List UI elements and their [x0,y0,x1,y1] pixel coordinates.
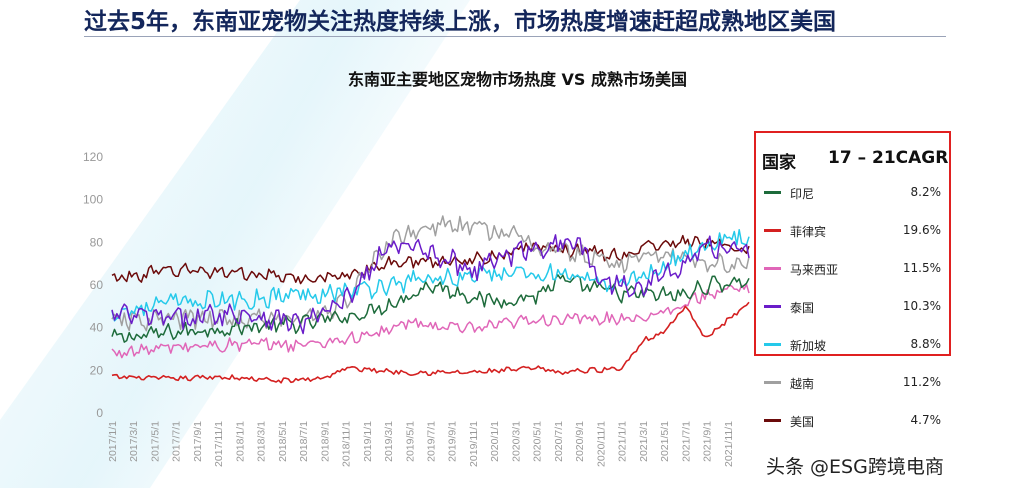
y-tick-label: 40 [90,321,104,335]
headline-divider [84,36,946,37]
legend-header: 国家 17 – 21CAGR [762,148,950,173]
x-tick-label: 2021/1/1 [617,421,629,462]
x-tick-label: 2018/11/1 [341,421,353,467]
y-tick-label: 120 [83,150,103,164]
legend-cagr-value: 19.6% [902,223,941,237]
legend-item: 印尼 8.2% [762,183,947,203]
x-tick-label: 2020/7/1 [553,421,565,462]
legend-item: 泰国 10.3% [762,297,947,317]
legend-item: 马来西亚 11.5% [762,259,947,279]
x-tick-label: 2018/3/1 [256,421,268,462]
x-tick-label: 2019/5/1 [404,421,416,462]
x-tick-label: 2019/3/1 [383,421,395,462]
page-headline: 过去5年，东南亚宠物关注热度持续上涨，市场热度增速赶超成熟地区美国 [84,9,837,35]
x-tick-label: 2017/11/1 [213,421,225,467]
x-tick-label: 2017/7/1 [171,421,183,462]
legend-label: 美国 [790,415,815,429]
y-tick-label: 0 [96,406,103,420]
x-tick-label: 2020/3/1 [510,421,522,462]
legend-cagr-value: 4.7% [910,413,942,427]
x-tick-label: 2018/5/1 [277,421,289,462]
legend-header-cagr: 17 – 21CAGR [828,148,949,168]
x-tick-label: 2017/3/1 [128,421,140,462]
x-tick-label: 2017/1/1 [107,421,119,462]
y-tick-label: 100 [83,193,103,207]
legend-label: 越南 [790,377,815,391]
legend-cagr-value: 10.3% [902,299,941,313]
legend-swatch [764,343,781,346]
y-tick-label: 80 [90,235,104,249]
x-tick-label: 2019/1/1 [362,421,374,462]
series-line [111,229,750,322]
legend-label: 新加坡 [790,339,827,353]
legend-label: 泰国 [790,301,815,315]
x-tick-label: 2018/1/1 [234,421,246,462]
legend-item: 美国 4.7% [762,411,947,431]
legend-swatch [764,229,781,232]
legend-item: 新加坡 8.8% [762,335,947,355]
series-line [111,301,750,384]
legend-label: 印尼 [790,187,815,201]
legend-cagr-value: 11.5% [902,261,941,275]
x-tick-label: 2017/5/1 [149,421,161,462]
legend-swatch [764,305,781,308]
legend-header-country: 国家 [762,153,796,173]
legend-cagr-value: 8.2% [910,185,942,199]
series-line [111,283,750,359]
legend-highlight-box [754,131,951,356]
x-tick-label: 2018/7/1 [298,421,310,462]
x-tick-label: 2019/11/1 [468,421,480,467]
legend-swatch [764,419,781,422]
legend-swatch [764,191,781,194]
legend-label: 菲律宾 [790,225,827,239]
x-tick-label: 2020/9/1 [574,421,586,462]
x-tick-label: 2020/5/1 [532,421,544,462]
legend-cagr-value: 11.2% [902,375,941,389]
legend-item: 菲律宾 19.6% [762,221,947,241]
watermark: 头条 @ESG跨境电商 [766,456,944,478]
x-tick-label: 2020/11/1 [595,421,607,467]
series-line [111,234,750,285]
y-tick-label: 60 [90,278,104,292]
x-tick-label: 2019/9/1 [447,421,459,462]
x-tick-label: 2018/9/1 [319,421,331,462]
x-tick-label: 2021/9/1 [702,421,714,462]
legend-label: 马来西亚 [790,263,839,277]
x-tick-label: 2021/3/1 [638,421,650,462]
series-line [111,234,750,335]
legend-item: 越南 11.2% [762,373,947,393]
x-tick-label: 2019/7/1 [426,421,438,462]
legend-cagr-value: 8.8% [910,337,942,351]
legend-swatch [764,381,781,384]
chart-title: 东南亚主要地区宠物市场热度 VS 成熟市场美国 [347,70,688,89]
legend-swatch [764,267,781,270]
x-tick-label: 2017/9/1 [192,421,204,462]
x-tick-label: 2020/1/1 [489,421,501,462]
x-tick-label: 2021/5/1 [659,421,671,462]
x-tick-label: 2021/11/1 [723,421,735,467]
x-tick-label: 2021/7/1 [680,421,692,462]
y-tick-label: 20 [90,363,104,377]
